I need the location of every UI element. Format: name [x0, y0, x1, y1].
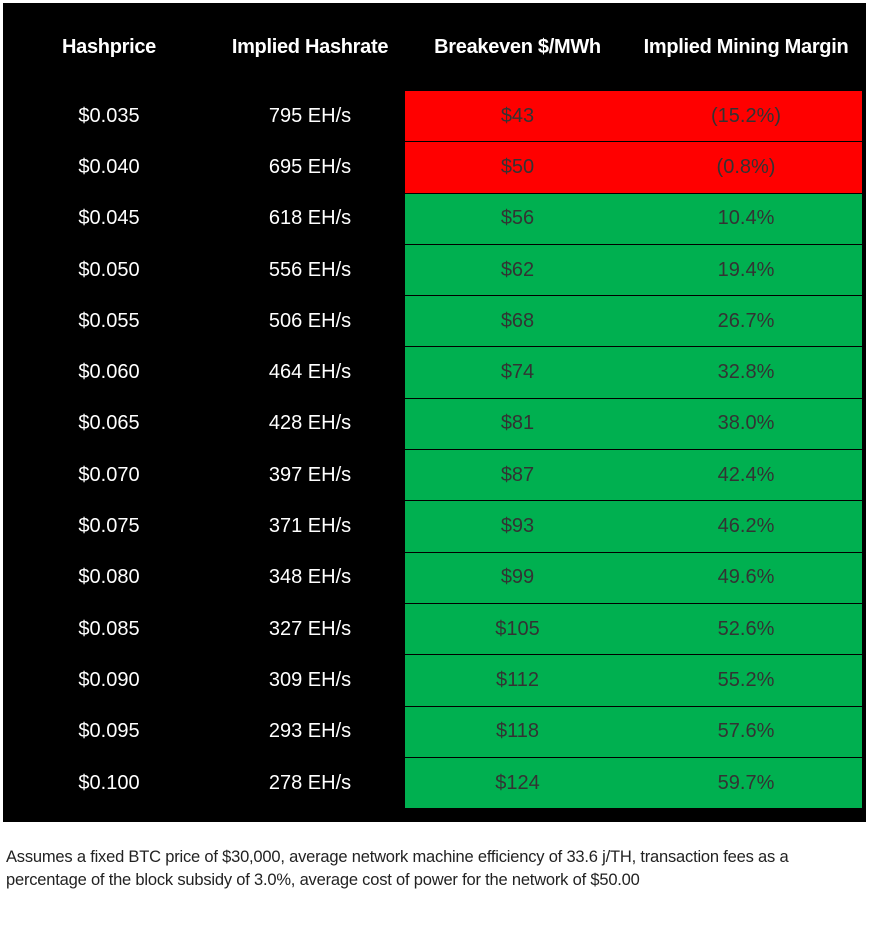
table-cell: 397 EH/s [268, 463, 352, 486]
table-cell: 55.2% [630, 654, 862, 707]
data-table: Hashprice Implied Hashrate Breakeven $/MWh… [3, 3, 862, 810]
table-row: $0.050 556 EH/s $62 19.4% [3, 243, 862, 297]
table-cell: 371 EH/s [268, 515, 352, 538]
table-row: $0.065 428 EH/s $81 38.0% [3, 397, 862, 451]
table-cell: 464 EH/s [268, 361, 352, 384]
table-row: $0.075 371 EH/s $93 46.2% [3, 500, 862, 553]
table-cell: $99 [405, 551, 630, 604]
table-cell: 795 EH/s [268, 104, 352, 127]
table-cell: $0.090 [78, 668, 140, 691]
table-cell: 506 EH/s [268, 309, 352, 332]
table-cell: $0.070 [78, 463, 140, 486]
table-cell: 618 EH/s [268, 207, 352, 230]
table-cell: $112 [405, 654, 630, 707]
table-cell: $0.035 [78, 104, 140, 127]
table-cell: $87 [405, 449, 630, 502]
table-cell: 57.6% [630, 705, 862, 758]
table-cell: $0.050 [78, 258, 140, 281]
table-row: $0.080 348 EH/s $99 49.6% [3, 551, 862, 604]
column-header: Breakeven $/MWh [434, 35, 601, 58]
table-cell: $74 [405, 346, 630, 399]
table-cell: (15.2%) [630, 89, 862, 143]
table-row: $0.060 464 EH/s $74 32.8% [3, 346, 862, 399]
table-cell: $0.040 [78, 155, 140, 178]
table-cell: 348 EH/s [268, 566, 352, 589]
table-cell: $0.095 [78, 720, 140, 743]
table-row: $0.045 618 EH/s $56 10.4% [3, 192, 862, 245]
table-cell: $0.080 [78, 566, 140, 589]
table-cell: 32.8% [630, 346, 862, 399]
table-panel: Hashprice Implied Hashrate Breakeven $/MWh… [3, 3, 866, 822]
table-cell: $0.060 [78, 361, 140, 384]
table-cell: $0.055 [78, 309, 140, 332]
table-cell: $0.100 [78, 771, 140, 794]
table-row: $0.040 695 EH/s $50 (0.8%) [3, 141, 862, 194]
table-cell: $93 [405, 500, 630, 553]
table-cell: $62 [405, 243, 630, 297]
table-cell: $81 [405, 397, 630, 451]
table-cell: 428 EH/s [268, 412, 352, 435]
table-cell: 556 EH/s [268, 258, 352, 281]
footnote: Assumes a fixed BTC price of $30,000, av… [6, 848, 789, 889]
column-header: Implied Hashrate [231, 35, 389, 58]
table-cell: 327 EH/s [268, 617, 352, 640]
table-cell: $124 [405, 756, 630, 810]
table-cell: 10.4% [630, 192, 862, 245]
table-row: $0.090 309 EH/s $112 55.2% [3, 654, 862, 707]
table-cell: 695 EH/s [268, 155, 352, 178]
table-row: $0.085 327 EH/s $105 52.6% [3, 602, 862, 656]
table-row: $0.035 795 EH/s $43 (15.2%) [3, 89, 862, 143]
table-cell: $105 [405, 602, 630, 656]
table-row: $0.100 278 EH/s $124 59.7% [3, 756, 862, 810]
table-cell: $43 [405, 89, 630, 143]
table-cell: 278 EH/s [268, 771, 352, 794]
table-cell: 52.6% [630, 602, 862, 656]
table-cell: $118 [405, 705, 630, 758]
table-cell: 309 EH/s [268, 668, 352, 691]
table-cell: 59.7% [630, 756, 862, 810]
header-row: Hashprice Implied Hashrate Breakeven $/MWh… [3, 3, 862, 91]
table-row: $0.095 293 EH/s $118 57.6% [3, 705, 862, 758]
table-cell: $0.065 [78, 412, 140, 435]
column-header: Implied Mining Margin [643, 35, 849, 58]
table-cell: $0.045 [78, 207, 140, 230]
table-cell: 19.4% [630, 243, 862, 297]
table-cell: 26.7% [630, 295, 862, 348]
table-cell: 42.4% [630, 449, 862, 502]
table-cell: 293 EH/s [268, 720, 352, 743]
table-row: $0.055 506 EH/s $68 26.7% [3, 295, 862, 348]
table-cell: (0.8%) [630, 141, 862, 194]
table-cell: $56 [405, 192, 630, 245]
table-cell: 49.6% [630, 551, 862, 604]
table-cell: 38.0% [630, 397, 862, 451]
table-cell: $0.085 [78, 617, 140, 640]
table-cell: $0.075 [78, 515, 140, 538]
table-cell: $50 [405, 141, 630, 194]
table-row: $0.070 397 EH/s $87 42.4% [3, 449, 862, 502]
table-cell: 46.2% [630, 500, 862, 553]
table-cell: $68 [405, 295, 630, 348]
column-header: Hashprice [61, 35, 156, 58]
